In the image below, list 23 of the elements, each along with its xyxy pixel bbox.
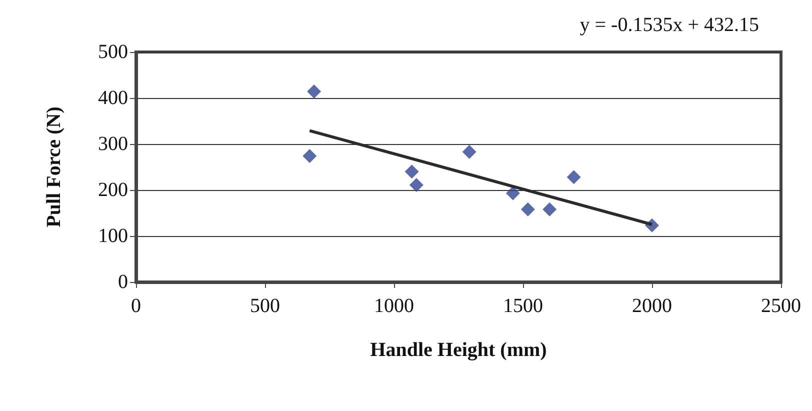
y-tick-label: 200 xyxy=(98,179,128,201)
x-tick-label: 2500 xyxy=(761,295,801,317)
y-tick-label: 300 xyxy=(98,133,128,155)
y-axis-title: Pull Force (N) xyxy=(43,106,65,228)
point xyxy=(506,186,520,200)
point xyxy=(520,202,535,216)
point xyxy=(302,148,317,163)
x-axis-title: Handle Height (mm) xyxy=(370,339,547,361)
x-tick-label: 1000 xyxy=(374,295,414,317)
point xyxy=(566,170,581,184)
y-tick-label: 0 xyxy=(118,271,128,293)
point xyxy=(462,144,476,159)
point xyxy=(409,178,424,192)
y-tick-label: 500 xyxy=(98,41,128,63)
y-tick-label: 100 xyxy=(98,225,128,247)
text: y = -0.1535x + 432.15 xyxy=(580,14,759,36)
y-tick-label: 400 xyxy=(98,87,128,109)
x-tick-label: 500 xyxy=(250,295,280,317)
point xyxy=(307,84,322,99)
x-tick-label: 1500 xyxy=(503,295,543,317)
x-tick-label: 2000 xyxy=(632,295,672,317)
point xyxy=(404,164,419,179)
point xyxy=(542,202,557,216)
